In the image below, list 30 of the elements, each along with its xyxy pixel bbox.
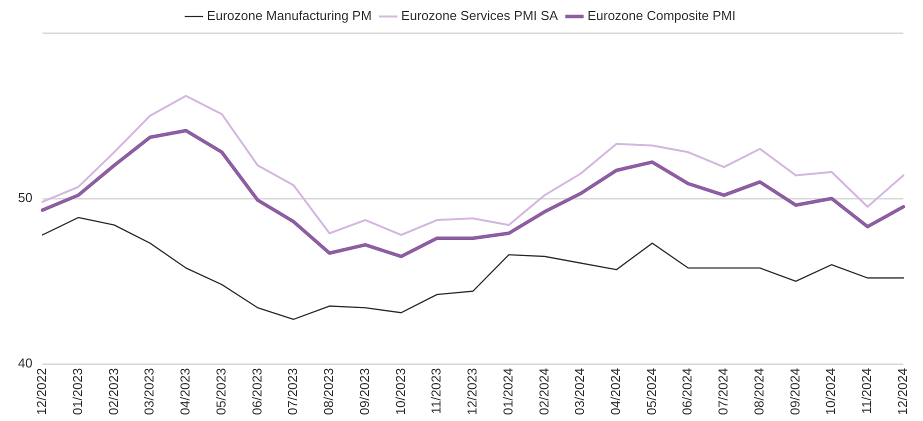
x-tick-label: 08/2023: [321, 368, 336, 416]
x-tick-label: 06/2023: [249, 368, 264, 416]
x-tick-label: 07/2023: [285, 368, 300, 416]
x-tick-label: 01/2023: [70, 368, 85, 416]
x-tick-label: 12/2024: [894, 368, 910, 416]
x-tick-label: 12/2023: [464, 368, 480, 416]
x-tick-label: 09/2024: [787, 368, 802, 416]
x-tick-label: 06/2024: [680, 368, 695, 416]
x-tick-label: 11/2024: [859, 368, 874, 414]
x-tick-label: 04/2023: [178, 368, 193, 416]
x-tick-label: 10/2023: [392, 368, 408, 416]
y-tick-label: 40: [18, 356, 32, 371]
x-tick-label: 01/2024: [500, 368, 516, 416]
x-tick-label: 10/2024: [823, 368, 838, 416]
x-tick-label: 02/2023: [106, 368, 121, 416]
x-tick-label: 07/2024: [716, 368, 731, 416]
x-tick-label: 04/2024: [608, 368, 623, 416]
x-tick-label: 08/2024: [751, 368, 766, 416]
y-tick-label: 50: [18, 190, 32, 206]
legend-label: Eurozone Services PMI SA: [401, 8, 558, 24]
x-tick-label: 05/2023: [213, 368, 228, 416]
legend-label: Eurozone Composite PMI: [587, 8, 736, 24]
x-tick-label: 11/2023: [428, 368, 444, 414]
legend-label: Eurozone Manufacturing PM: [206, 8, 372, 24]
x-tick-label: 02/2024: [536, 368, 552, 416]
x-tick-label: 12/2022: [34, 368, 50, 416]
x-tick-label: 09/2023: [356, 368, 372, 416]
x-tick-label: 05/2024: [644, 368, 659, 416]
x-tick-label: 03/2024: [572, 368, 588, 416]
x-tick-label: 03/2023: [142, 368, 157, 416]
